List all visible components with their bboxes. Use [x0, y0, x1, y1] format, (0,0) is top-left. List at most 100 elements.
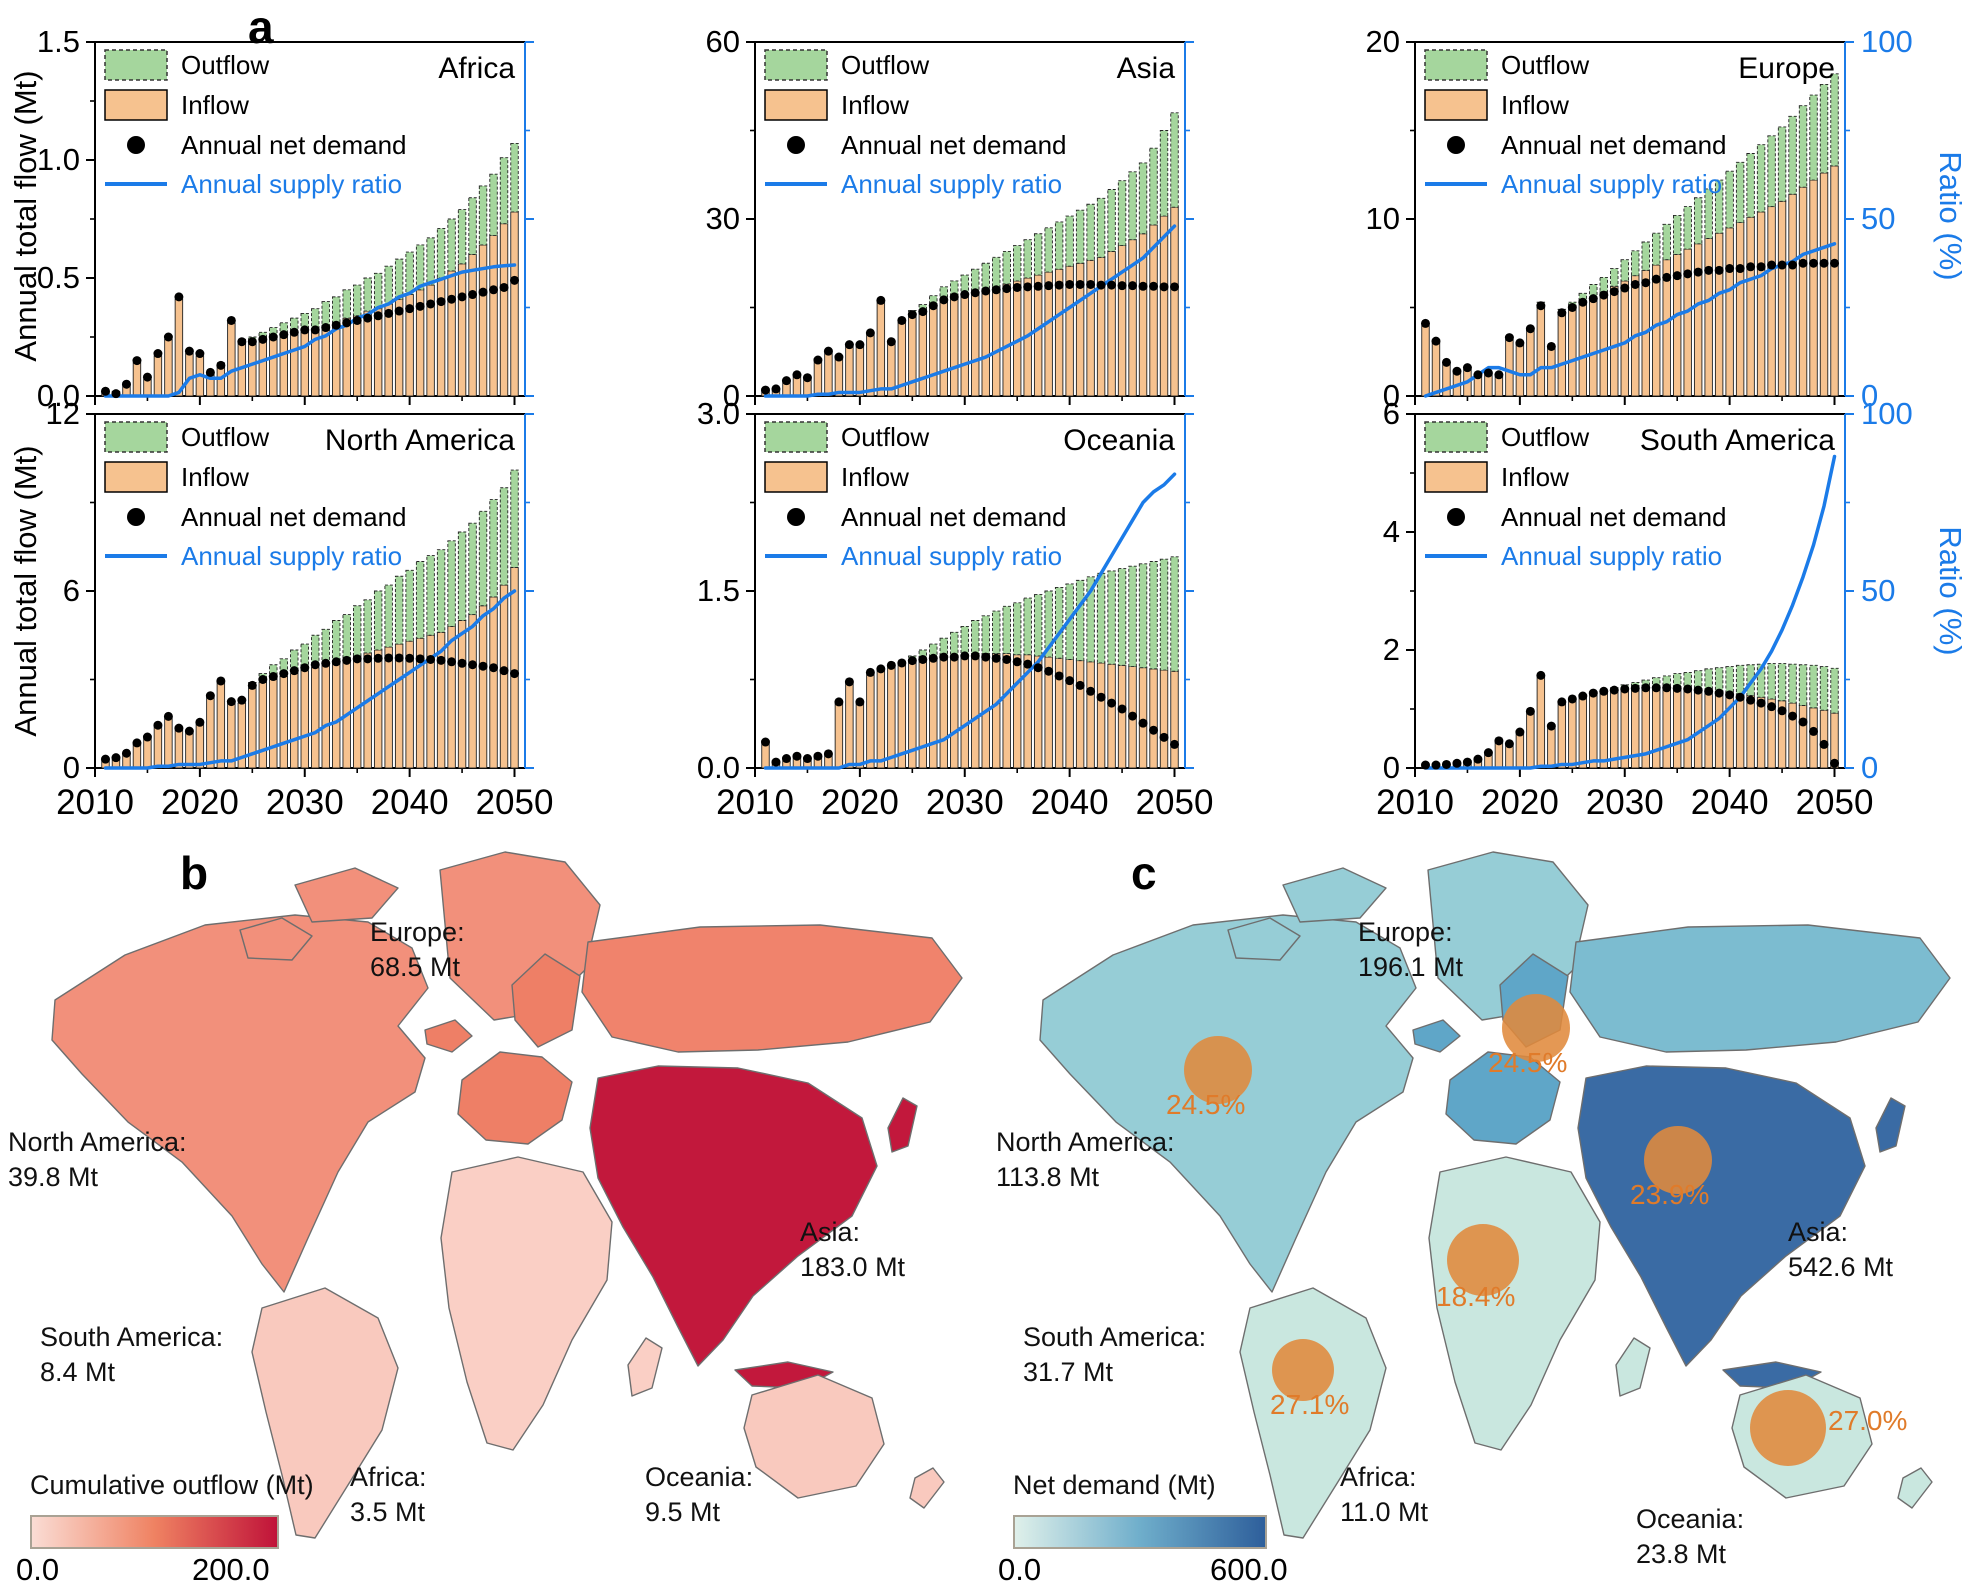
svg-text:2010: 2010: [716, 783, 794, 822]
svg-text:2030: 2030: [1586, 783, 1664, 822]
svg-text:Annual net demand: Annual net demand: [181, 130, 407, 160]
supply-ratio-line: [1423, 454, 1837, 770]
chart-africa: 0.0 0.5 1.0 1.5 Outflow Inflow Annual net dema…: [37, 24, 534, 413]
svg-text:1.0: 1.0: [37, 142, 80, 177]
legend: Outflow Inflow Annual net demand Annual sup…: [764, 421, 1067, 571]
chart-oceania: 0.0 1.5 3.0 2010 2020 2030 2040 2050 Outflow Infl…: [697, 396, 1214, 822]
map-region-asia: [1577, 1065, 1866, 1367]
svg-text:Outflow: Outflow: [841, 422, 929, 452]
bars-inflow: [1421, 676, 1839, 769]
svg-text:Inflow: Inflow: [841, 90, 909, 120]
legend-inflow-swatch: [764, 89, 828, 121]
svg-text:Outflow: Outflow: [181, 422, 269, 452]
svg-text:2010: 2010: [56, 783, 134, 822]
colorbar-max-outflow: 200.0: [192, 1552, 270, 1587]
map-region-europe: [457, 1051, 573, 1145]
svg-text:2040: 2040: [371, 783, 449, 822]
legend-net-demand-dot: [1447, 136, 1465, 154]
map-label-south-america: South America: 31.7 Mt: [1023, 1322, 1207, 1388]
bars-inflow: [761, 206, 1179, 397]
chart-region-title: Africa: [438, 52, 515, 85]
map-region-europe: [511, 953, 581, 1048]
map-region-oceania: [909, 1467, 945, 1509]
legend-net-demand-dot: [787, 508, 805, 526]
map-region-europe: [1412, 1019, 1461, 1053]
supply-ratio-line: [763, 472, 1177, 770]
colorbar-outflow: [30, 1515, 279, 1549]
legend-net-demand-dot: [127, 136, 145, 154]
legend-outflow-swatch: [104, 49, 168, 81]
panel-c-label: c: [1131, 847, 1157, 899]
svg-text:1.5: 1.5: [37, 24, 80, 59]
svg-text:0.0: 0.0: [37, 378, 80, 413]
legend-outflow-swatch: [104, 421, 168, 453]
svg-text:Outflow: Outflow: [181, 50, 269, 80]
colorbar-net-demand: [1013, 1515, 1267, 1549]
map-label-europe: Europe: 196.1 Mt: [1358, 917, 1464, 983]
svg-text:50: 50: [1861, 573, 1895, 608]
legend-inflow-swatch: [1424, 461, 1488, 493]
recycling-share-circle-europe: [1502, 994, 1570, 1062]
svg-text:2010: 2010: [1376, 783, 1454, 822]
map-label-europe: Europe: 68.5 Mt: [370, 917, 465, 983]
legend-outflow-swatch: [764, 49, 828, 81]
chart-region-title: Europe: [1738, 52, 1835, 85]
svg-text:Annual supply ratio: Annual supply ratio: [841, 169, 1062, 199]
legend-inflow-swatch: [764, 461, 828, 493]
svg-text:100: 100: [1861, 24, 1913, 59]
panel-a-label: a: [248, 1, 274, 53]
map-region-asia: [1875, 1097, 1906, 1153]
svg-text:Outflow: Outflow: [1501, 422, 1589, 452]
svg-text:2020: 2020: [161, 783, 239, 822]
svg-text:Outflow: Outflow: [1501, 50, 1589, 80]
svg-text:0: 0: [1383, 750, 1400, 785]
recycling-share-circle-oceania: [1750, 1390, 1826, 1466]
panel-c-map: c 24.5% 24.5% 23.9% 18.4% 27.1% 27.0% Europe:…: [988, 830, 1978, 1588]
chart-region-title: Oceania: [1063, 424, 1175, 457]
map-region-asia: [589, 1065, 878, 1367]
svg-text:Annual net demand: Annual net demand: [181, 502, 407, 532]
map-region-asia: [887, 1097, 918, 1153]
colorbar-title-outflow: Cumulative outflow (Mt): [30, 1470, 314, 1500]
svg-text:2050: 2050: [1796, 783, 1874, 822]
panel-b-label: b: [180, 847, 209, 899]
bars-inflow: [101, 566, 519, 769]
svg-text:1.5: 1.5: [697, 573, 740, 608]
recycling-share-pct-south_america: 27.1%: [1270, 1389, 1349, 1420]
map-region-africa: [627, 1337, 663, 1397]
svg-text:2: 2: [1383, 632, 1400, 667]
bars-outflow: [237, 469, 519, 704]
svg-text:3.0: 3.0: [697, 396, 740, 431]
svg-text:12: 12: [46, 396, 80, 431]
recycling-share-pct-north_america: 24.5%: [1166, 1089, 1245, 1120]
bars-inflow: [761, 653, 1179, 769]
net-demand-dots: [760, 651, 1180, 767]
supply-ratio-line: [103, 263, 517, 398]
recycling-share-pct-asia: 23.9%: [1630, 1179, 1709, 1210]
panel-b-map: b Europe: 68.5 Mt North America: 39.8 Mt S…: [0, 830, 990, 1588]
legend-net-demand-dot: [1447, 508, 1465, 526]
chart-north-america: 0 6 12 2010 2020 2030 2040 2050 Outflow Inflow Ann…: [46, 396, 554, 822]
svg-text:Annual supply ratio: Annual supply ratio: [1501, 541, 1722, 571]
map-region-north_america: [1282, 867, 1387, 923]
map-region-africa: [1615, 1337, 1651, 1397]
map-region-europe: [1445, 1051, 1561, 1145]
map-region-north_america: [1227, 917, 1301, 961]
chart-region-title: South America: [1640, 424, 1835, 457]
colorbar-title-net-demand: Net demand (Mt): [1013, 1470, 1216, 1500]
recycling-share-circle-north_america: [1184, 1036, 1252, 1104]
svg-text:2050: 2050: [1136, 783, 1214, 822]
svg-text:Annual net demand: Annual net demand: [841, 502, 1067, 532]
world-map-outflow: [51, 851, 963, 1539]
svg-text:2030: 2030: [266, 783, 344, 822]
svg-text:0.0: 0.0: [697, 750, 740, 785]
map-region-russia: [1569, 924, 1951, 1053]
legend-outflow-swatch: [764, 421, 828, 453]
chart-region-title: North America: [325, 424, 515, 457]
svg-text:Inflow: Inflow: [1501, 90, 1569, 120]
chart-asia: 0 30 60 Outflow Inflow Annual net demand Annua…: [706, 24, 1194, 413]
svg-text:2020: 2020: [821, 783, 899, 822]
map-region-south_america: [251, 1287, 399, 1539]
map-label-south-america: South America: 8.4 Mt: [40, 1322, 224, 1388]
